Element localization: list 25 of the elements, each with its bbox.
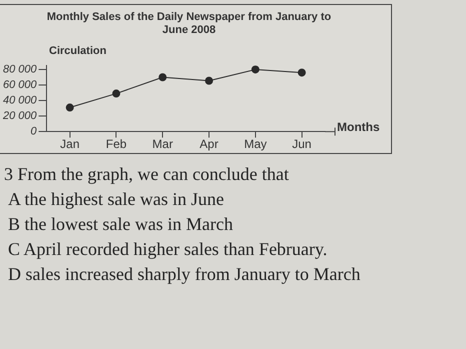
- text: D sales increased sharply from January to March: [7, 263, 362, 286]
- point: [112, 90, 120, 98]
- text: C April recorded higher sales than February.: [7, 238, 328, 261]
- y-tick-label: 40 000: [2, 94, 38, 107]
- text: 3 From the graph, we can conclude that: [4, 163, 290, 186]
- x-tick-label: Jan: [60, 137, 80, 152]
- x-tick-label: Apr: [200, 137, 218, 152]
- y-tick-label: 60 000: [2, 79, 38, 92]
- point: [251, 66, 260, 74]
- y-tick-label: 0: [30, 126, 38, 138]
- point: [298, 68, 306, 77]
- y-tick-label: 20 000: [2, 110, 38, 122]
- text: A the highest sale was in June: [7, 188, 225, 211]
- point: [205, 76, 214, 85]
- point: [158, 73, 167, 82]
- y-tick-label: 80 000: [2, 64, 38, 76]
- text: B the lowest sale was in March: [7, 213, 234, 236]
- x-tick-label: Jun: [292, 137, 312, 152]
- x-tick-label: May: [244, 137, 267, 152]
- point: [66, 104, 74, 112]
- chart-title: Monthly Sales of the Daily Newspaper from January to June 2008: [46, 11, 332, 37]
- x-axis-title: Months: [337, 120, 380, 134]
- x-tick-label: Feb: [106, 137, 127, 152]
- y-axis-title: Circulation: [49, 45, 106, 57]
- x-tick-label: Mar: [152, 137, 173, 152]
